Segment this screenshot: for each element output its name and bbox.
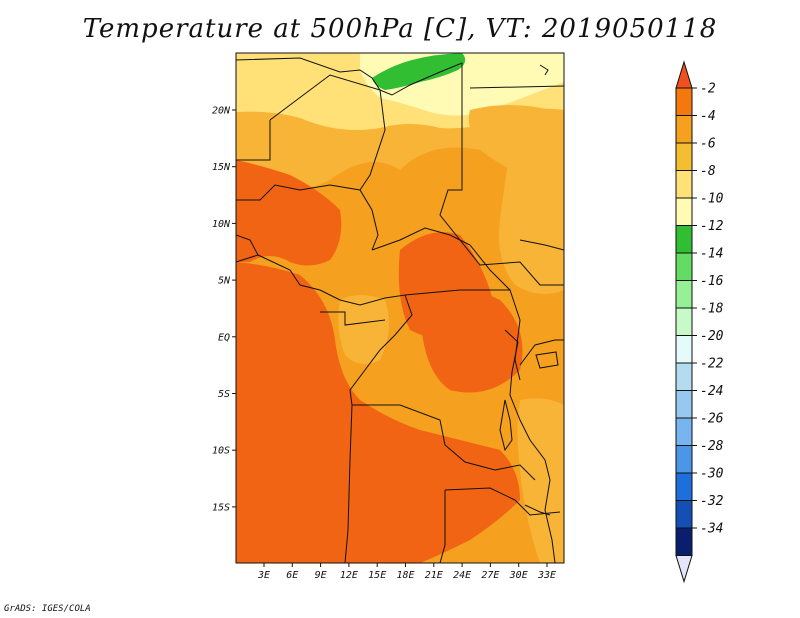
colorbar-top-arrow [675,60,693,89]
colorbar-label: -14 [700,247,723,262]
border-line [319,289,413,406]
colorbar-label: -8 [700,164,716,179]
colorbar-segment [675,197,693,226]
border-line [352,404,536,481]
colorbar-segment [675,115,693,144]
field-southeast-light [517,398,564,563]
colorbar-segment [675,417,693,446]
lat-label: EQ [218,332,230,343]
lat-label: 20N [212,106,231,117]
colorbar-label: -32 [700,494,724,509]
lat-label: 10N [212,219,231,230]
lon-label: 33E [537,570,556,581]
border-line [236,234,259,263]
colorbar-label: -12 [700,219,724,234]
lake-outline [499,399,513,452]
country-borders [236,57,564,563]
colorbar: -2 -4 -6 -8 -10 -12 -14 -16 -18 -20 -22 -24 -26 -28 -3… [675,60,724,584]
colorbar-label: -6 [700,137,716,152]
temperature-field [236,53,564,563]
lat-label: 5N [218,276,231,287]
colorbar-segment [675,170,693,199]
lake-outline [524,504,551,516]
colorbar-segment [675,252,693,281]
lon-label: 6E [286,570,298,581]
field-central-light [338,295,389,364]
colorbar-label: -26 [700,412,724,427]
field-ne-light [468,105,554,154]
colorbar-label: -34 [700,522,723,537]
lon-label: 27E [481,570,499,581]
lat-label: 5S [218,389,230,400]
lake-outline [539,64,549,76]
colorbar-segment [675,307,693,336]
colorbar-label: -10 [700,192,724,207]
latitude-axis: 20N 15N 10N 5N EQ 5S 10S 15S [212,106,236,513]
lon-label: 21E [425,570,443,581]
border-line [444,487,561,516]
colorbar-segment [675,142,693,171]
colorbar-bottom-arrow [675,555,693,584]
colorbar-segment [675,527,693,556]
lat-label: 10S [212,446,230,457]
map-frame [235,52,565,564]
border-line [504,329,556,563]
colorbar-segment [675,445,693,474]
lon-label: 12E [340,570,358,581]
colorbar-segment [675,362,693,391]
colorbar-label: -18 [700,302,724,317]
colorbar-label: -4 [700,109,716,124]
border-line [344,404,353,563]
border-line [257,254,321,291]
border-line [236,120,271,161]
longitude-axis: 3E 6E 9E 12E 15E 18E 21E 24E 27E 30E 33E [257,563,556,581]
colorbar-label: -24 [700,384,723,399]
lat-label: 15S [212,502,230,513]
border-line [236,184,379,251]
lon-label: 18E [396,570,414,581]
border-line [320,311,386,326]
border-line [439,490,446,563]
lon-label: 15E [368,570,386,581]
colorbar-label: -30 [700,467,724,482]
field-north-green [372,53,466,90]
colorbar-label: -16 [700,274,724,289]
border-line [519,239,564,251]
colorbar-segment [675,390,693,419]
border-line [535,351,559,369]
lon-label: 30E [509,570,528,581]
field-west-deep [236,160,342,266]
lon-label: 24E [453,570,471,581]
colorbar-segment [675,335,693,364]
grads-credit: GrADS: IGES/COLA [4,604,91,614]
border-line [269,74,386,191]
field-east-light [499,150,564,294]
lon-label: 3E [257,570,270,581]
field-east-deep [420,290,523,393]
field-south-deep [236,262,520,563]
colorbar-label: -20 [700,329,724,344]
colorbar-label: -22 [700,357,724,372]
colorbar-segment [675,225,693,254]
border-line [404,289,521,381]
chart-title: Temperature at 500hPa [C], VT: 201905011… [82,14,718,44]
colorbar-segment [675,472,693,501]
lon-label: 9E [315,570,327,581]
border-line [519,339,564,366]
colorbar-segment [675,87,693,116]
border-line [371,227,511,291]
border-line [469,85,564,89]
colorbar-segment [675,500,693,529]
lat-label: 15N [212,162,231,173]
colorbar-segment [675,280,693,309]
colorbar-label: -2 [700,82,716,97]
colorbar-label: -28 [700,439,724,454]
